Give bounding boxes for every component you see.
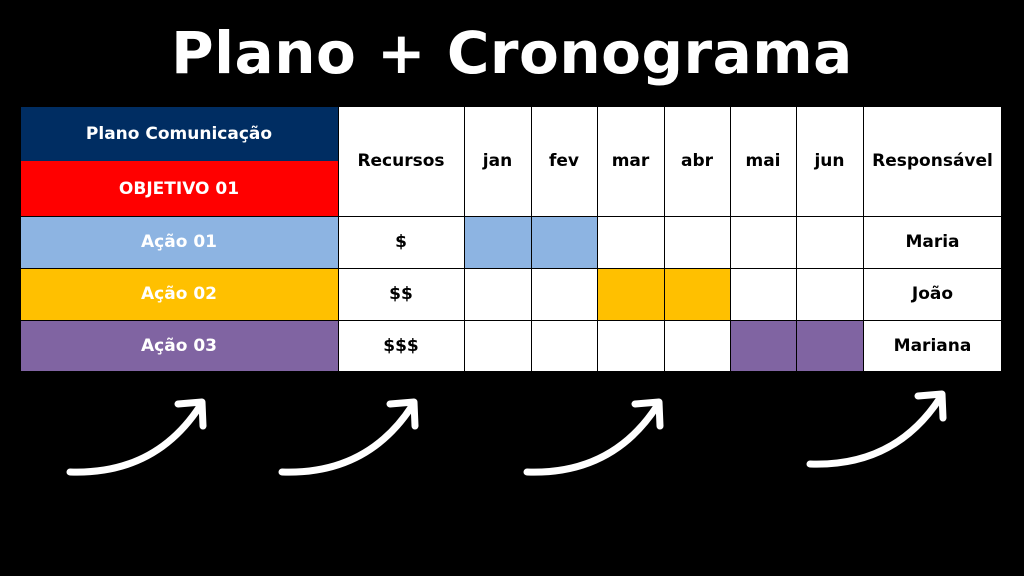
- column-header-label: jan: [482, 151, 513, 171]
- owner-name: Mariana: [893, 336, 972, 356]
- action-label: Ação 01: [141, 232, 217, 252]
- owner-cell: Mariana: [863, 320, 1002, 372]
- schedule-cell-active: [464, 216, 531, 268]
- grid-line: [597, 106, 598, 372]
- column-header-resources: Recursos: [338, 106, 464, 216]
- column-header-mar: mar: [597, 106, 664, 216]
- resources-cell: $$: [338, 268, 464, 320]
- column-header-label: Responsável: [872, 151, 993, 171]
- owner-name: Maria: [905, 232, 960, 252]
- schedule-cell-active: [531, 216, 597, 268]
- schedule-cell-active: [597, 268, 664, 320]
- objective-cell: OBJETIVO 01: [20, 161, 338, 216]
- schedule-cell-active: [664, 268, 730, 320]
- column-header-jan: jan: [464, 106, 531, 216]
- curved-arrow-icon: [523, 398, 664, 476]
- curved-arrow-icon: [806, 390, 947, 468]
- resources-cell: $$$: [338, 320, 464, 372]
- page-title: Plano + Cronograma: [171, 19, 853, 87]
- curved-arrow-icon: [66, 398, 207, 476]
- grid-line: [730, 106, 731, 372]
- action-label: Ação 03: [141, 336, 217, 356]
- column-header-label: jun: [814, 151, 845, 171]
- grid-line: [20, 216, 1002, 217]
- column-header-label: mai: [745, 151, 781, 171]
- grid-line: [20, 106, 21, 372]
- objective-label: OBJETIVO 01: [118, 178, 240, 199]
- plan-table: Plano Comunicação OBJETIVO 01 Recursos j…: [20, 106, 1002, 372]
- grid-line: [531, 106, 532, 372]
- grid-line: [464, 106, 465, 372]
- column-header-jun: jun: [796, 106, 863, 216]
- resources-value: $: [395, 232, 407, 252]
- column-header-abr: abr: [664, 106, 730, 216]
- column-header-label: fev: [548, 151, 579, 171]
- grid-line: [338, 106, 339, 372]
- action-label: Ação 02: [141, 284, 217, 304]
- grid-line: [20, 320, 1002, 321]
- curved-arrow-icon: [278, 398, 419, 476]
- schedule-cell-active: [730, 320, 796, 372]
- grid-line: [796, 106, 797, 372]
- resources-value: $$: [389, 284, 413, 304]
- schedule-cell-active: [796, 320, 863, 372]
- grid-line: [20, 268, 1002, 269]
- resources-value: $$$: [383, 336, 419, 356]
- grid-line: [664, 106, 665, 372]
- column-header-mai: mai: [730, 106, 796, 216]
- owner-cell: Maria: [863, 216, 1002, 268]
- owner-name: João: [911, 284, 954, 304]
- column-header-label: Recursos: [357, 151, 445, 171]
- column-header-label: mar: [611, 151, 650, 171]
- column-header-responsible: Responsável: [863, 106, 1002, 216]
- action-cell: Ação 02: [20, 268, 338, 320]
- column-header-fev: fev: [531, 106, 597, 216]
- column-header-label: abr: [680, 151, 714, 171]
- plan-header-cell: Plano Comunicação: [20, 106, 338, 161]
- action-cell: Ação 03: [20, 320, 338, 372]
- grid-line: [20, 371, 1002, 372]
- owner-cell: João: [863, 268, 1002, 320]
- grid-line: [1001, 106, 1002, 372]
- action-cell: Ação 01: [20, 216, 338, 268]
- plan-header-label: Plano Comunicação: [85, 123, 273, 144]
- grid-line: [20, 106, 1002, 107]
- resources-cell: $: [338, 216, 464, 268]
- grid-line: [863, 106, 864, 372]
